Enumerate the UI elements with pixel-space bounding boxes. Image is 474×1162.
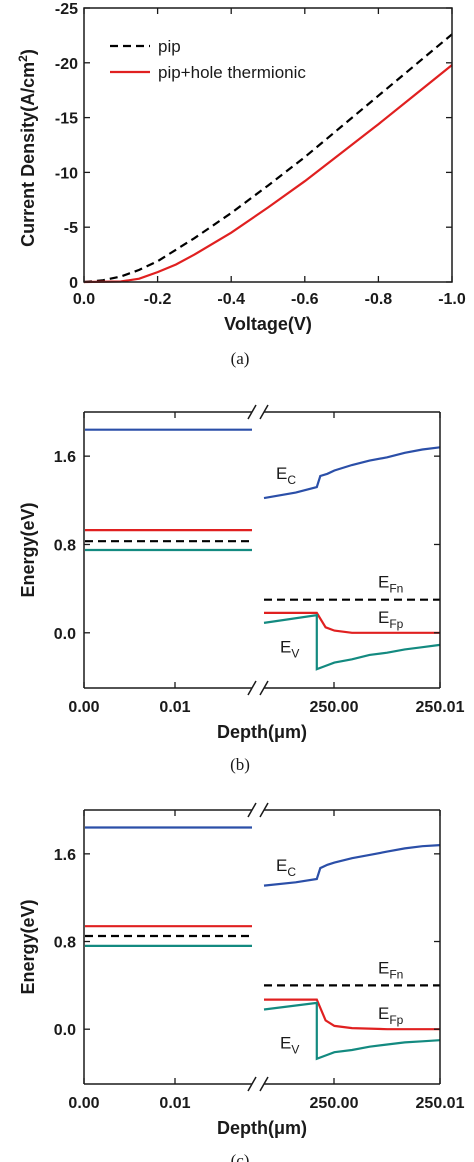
label-efn: EFn	[378, 573, 403, 596]
label-efp: EFp	[378, 1004, 404, 1027]
x-tick-label: 250.00	[310, 699, 359, 716]
y-tick-label: -15	[55, 111, 78, 128]
conduction-band-right	[263, 844, 441, 887]
panel-caption: (b)	[230, 755, 250, 774]
hole-quasi-fermi-right	[264, 611, 440, 634]
y-axis-label: Energy(eV)	[18, 899, 38, 994]
panel-a-ylabel: Current Density(A/cm2)	[16, 49, 38, 247]
series-line-pip	[83, 33, 453, 284]
y-tick-label: -20	[55, 56, 78, 73]
y-tick-label: -10	[55, 165, 78, 182]
valence-band-right	[263, 1001, 441, 1061]
x-tick-label: 250.00	[310, 1095, 359, 1112]
y-tick-label: 0.0	[54, 626, 76, 643]
axis-break-mark	[259, 680, 269, 696]
label-ec: EC	[276, 856, 296, 879]
panel-a-ylabel-tail: )	[18, 49, 38, 55]
y-tick-label: -25	[55, 1, 78, 18]
label-ev: EV	[280, 637, 299, 660]
x-tick-label: -0.2	[144, 291, 172, 308]
y-tick-label: 0	[69, 275, 78, 292]
y-tick-label: 1.6	[54, 847, 76, 864]
panel-a-ylabel-sup: 2	[16, 55, 30, 62]
panel-a-ylabel-main: Current Density(A/cm	[18, 62, 38, 247]
y-tick-label: 1.6	[54, 449, 76, 466]
label-efn: EFn	[378, 958, 403, 981]
legend-label-thermionic: pip+hole thermionic	[158, 63, 306, 82]
y-tick-label: 0.8	[54, 537, 76, 554]
label-ec: EC	[276, 464, 296, 487]
x-tick-label: -1.0	[438, 291, 466, 308]
axis-break-mark	[247, 404, 257, 420]
axis-break-mark	[259, 404, 269, 420]
y-tick-label: -5	[64, 220, 78, 237]
x-tick-label: 250.01	[416, 1095, 465, 1112]
panel-a-series	[83, 33, 453, 284]
panel-b: 0.0 0.8 1.6 0.00 0.01 250.00 250.01 EC EFn EFp EV D…	[18, 404, 465, 774]
axis-break-mark	[247, 680, 257, 696]
x-tick-label: -0.8	[365, 291, 393, 308]
panel-a-legend: pip pip+hole thermionic	[110, 37, 306, 82]
x-axis-label: Depth(μm)	[217, 1118, 307, 1138]
x-tick-label: 0.00	[68, 699, 99, 716]
legend-label-pip: pip	[158, 37, 181, 56]
panel-a-caption: (a)	[231, 349, 250, 368]
x-tick-label: -0.4	[217, 291, 245, 308]
axis-break-mark	[247, 1076, 257, 1092]
series-line-pip-hole-thermionic	[83, 64, 453, 284]
panel-a: 0.0 -0.2 -0.4 -0.6 -0.8 -1.0 0 -5 -10 -15 -20 -25 p…	[16, 1, 466, 368]
panel-c: 0.0 0.8 1.6 0.00 0.01 250.00 250.01 EC EFn EFp EV D…	[18, 802, 465, 1162]
valence-band-right	[263, 613, 441, 671]
label-ev: EV	[280, 1034, 299, 1057]
x-axis-label: Depth(μm)	[217, 722, 307, 742]
hole-quasi-fermi-right	[264, 998, 440, 1031]
panel-a-frame	[83, 7, 453, 283]
panel-a-ticks: 0.0 -0.2 -0.4 -0.6 -0.8 -1.0 0 -5 -10 -15 -20 -25	[55, 1, 466, 308]
axis-break-mark	[247, 802, 257, 818]
x-tick-label: 0.0	[73, 291, 95, 308]
y-tick-label: 0.8	[54, 935, 76, 952]
axis-break-mark	[259, 1076, 269, 1092]
panel-caption: (c)	[231, 1151, 250, 1162]
label-efp: EFp	[378, 608, 404, 631]
axis-break-mark	[259, 802, 269, 818]
y-axis-label: Energy(eV)	[18, 502, 38, 597]
x-tick-label: 250.01	[416, 699, 465, 716]
panel-a-xlabel: Voltage(V)	[224, 314, 312, 334]
x-tick-label: 0.00	[68, 1095, 99, 1112]
x-tick-label: -0.6	[291, 291, 319, 308]
conduction-band-right	[263, 446, 441, 500]
y-tick-label: 0.0	[54, 1022, 76, 1039]
x-tick-label: 0.01	[159, 699, 190, 716]
x-tick-label: 0.01	[159, 1095, 190, 1112]
